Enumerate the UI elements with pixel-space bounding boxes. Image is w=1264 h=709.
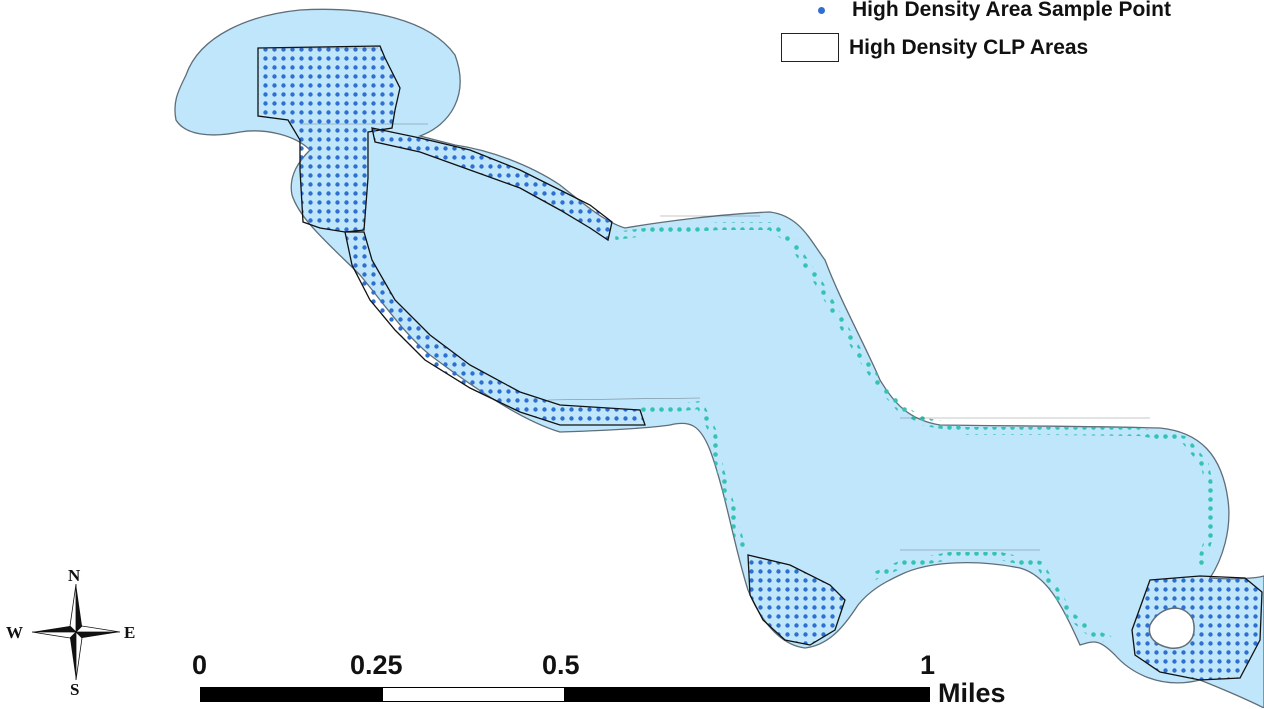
compass-east-label: E: [124, 623, 136, 642]
legend-sample-point-row: High Density Area Sample Point: [790, 0, 1171, 22]
scale-bar: 0 0.25 0.5 1 Miles: [190, 640, 1030, 708]
legend-clp-areas-row: High Density CLP Areas: [781, 33, 1089, 62]
clp-area-east-bay: [1131, 575, 1263, 681]
transect-south-shore: [868, 552, 1112, 644]
transect-north-shore: [614, 222, 961, 432]
clp-area-northwest: [257, 45, 401, 233]
compass-star-icon: [31, 583, 121, 681]
legend-sample-point-label: High Density Area Sample Point: [852, 0, 1171, 21]
clp-area-northeast-shore: [371, 127, 613, 242]
scale-tick-0: 0: [192, 650, 208, 680]
compass-west-label: W: [6, 623, 23, 642]
legend-clp-areas-label: High Density CLP Areas: [849, 35, 1089, 59]
transect-inlet: [639, 400, 746, 551]
clp-area-south-bay: [747, 554, 846, 646]
clp-area-southwest-shore: [344, 231, 646, 426]
scale-tick-1: 1: [920, 650, 936, 680]
island: [1148, 607, 1195, 649]
sample-point-dot-icon: [818, 6, 825, 14]
scale-units: Miles: [938, 678, 1006, 708]
scale-tick-0.5: 0.5: [542, 650, 580, 680]
scale-segment-2: [382, 687, 566, 702]
scale-segment-3: [564, 687, 930, 702]
clp-areas: [257, 45, 1263, 681]
scale-tick-0.25: 0.25: [350, 650, 403, 680]
clp-area-swatch-icon: [781, 33, 839, 62]
legend: High Density Area Sample Point High Dens…: [781, 0, 1260, 70]
scale-segment-1: [200, 687, 384, 702]
transect-east-shore: [960, 427, 1217, 567]
sample-point-transects: [614, 222, 1217, 644]
sample-point-labels: [262, 47, 1150, 551]
compass-rose: N S W E: [6, 566, 146, 699]
compass-south-label: S: [70, 680, 80, 699]
compass-north-label: N: [68, 566, 81, 585]
